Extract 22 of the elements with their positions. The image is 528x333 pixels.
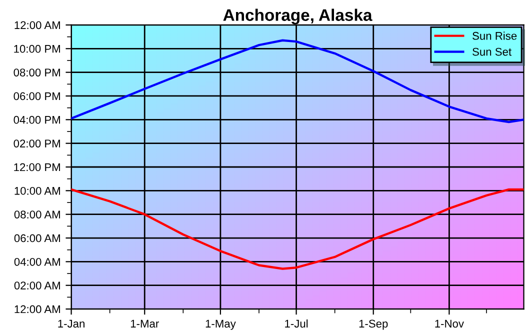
y-tick-label: 10:00 AM xyxy=(14,186,60,195)
y-tick-label: 06:00 AM xyxy=(14,234,60,242)
y-tick-label: 08:00 PM xyxy=(14,68,60,76)
x-tick-label: 1-May xyxy=(206,320,236,330)
y-tick-label: 12:00 AM xyxy=(14,305,60,314)
y-tick-label: 08:00 AM xyxy=(14,210,60,218)
y-tick-label: 02:00 PM xyxy=(14,140,60,148)
y-tick-label: 04:00 AM xyxy=(14,258,60,266)
y-tick-label: 12:00 PM xyxy=(14,163,60,172)
x-tick-label: 1-Jul xyxy=(285,319,308,328)
y-tick-label: 02:00 AM xyxy=(14,282,60,290)
x-tick-label: 1-Jan xyxy=(58,320,84,328)
y-tick-label: 06:00 PM xyxy=(14,92,60,100)
legend-label: Sun Rise xyxy=(472,32,517,40)
chart-title: Anchorage, Alaska xyxy=(223,8,372,24)
x-tick-label: 1-Sep xyxy=(359,320,388,330)
x-tick-label: 1-Mar xyxy=(130,320,159,328)
y-tick-label: 12:00 AM xyxy=(14,21,60,30)
y-tick-label: 10:00 PM xyxy=(14,44,60,53)
y-tick-label: 04:00 PM xyxy=(14,116,60,124)
x-tick-label: 1-Nov xyxy=(435,320,464,328)
legend-label: Sun Set xyxy=(472,48,512,56)
